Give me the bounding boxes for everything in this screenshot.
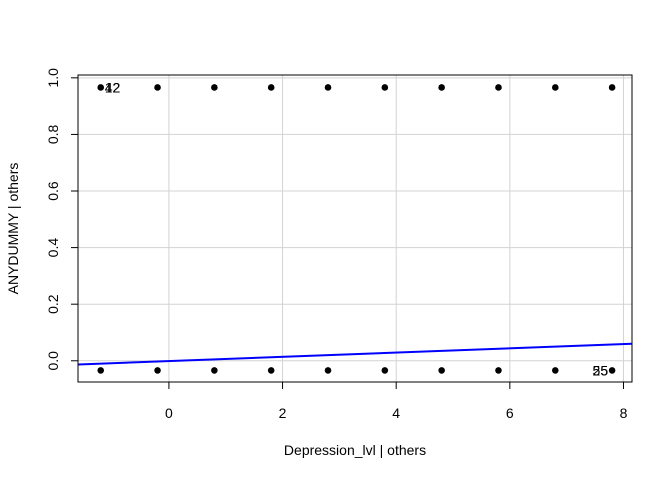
data-point-9 [608,84,616,91]
y-axis-label: ANYDUMMY | others [5,163,21,295]
x-tick-label-1: 2 [279,405,287,421]
point-label-3: 25 [593,362,609,378]
data-point-14 [324,367,332,374]
data-point-5 [381,84,389,91]
x-tick-label-3: 6 [506,405,514,421]
data-point-19 [608,367,616,374]
data-point-4 [324,84,332,91]
x-axis-label: Depression_lvl | others [284,442,426,458]
data-point-1 [154,84,161,91]
data-point-15 [381,367,389,374]
x-axis: 0 2 4 6 8 [165,381,628,421]
y-tick-label-5: 1.0 [45,68,61,88]
fit-line-layer [77,342,633,366]
data-point-12 [211,367,218,374]
data-point-18 [551,367,559,374]
y-tick-label-2: 0.4 [45,238,61,258]
data-point-16 [438,367,445,374]
x-tick-label-0: 0 [165,405,173,421]
y-tick-label-3: 0.6 [45,181,61,201]
point-label-1: 12 [105,79,121,95]
data-point-0 [97,84,105,91]
data-point-11 [154,367,161,374]
data-point-3 [267,84,275,91]
y-tick-label-4: 0.8 [45,124,61,144]
regression-line [77,342,633,366]
x-tick-label-4: 8 [620,405,628,421]
point-label-2: 55 [593,362,609,378]
plot-frame [77,74,633,383]
data-point-13 [267,367,275,374]
data-points [97,84,616,374]
y-tick-label-1: 0.2 [45,294,61,314]
x-tick-label-2: 4 [392,405,400,421]
data-point-8 [551,84,559,91]
data-point-6 [438,84,445,91]
y-tick-label-0: 0.0 [45,351,61,371]
grid-lines [78,75,632,382]
data-point-17 [495,367,502,374]
data-point-7 [495,84,502,91]
point-label-0: 42 [105,79,121,95]
data-point-10 [97,367,105,374]
y-axis: 0.0 0.2 0.4 0.6 0.8 1.0 [45,68,79,371]
data-point-2 [211,84,218,91]
